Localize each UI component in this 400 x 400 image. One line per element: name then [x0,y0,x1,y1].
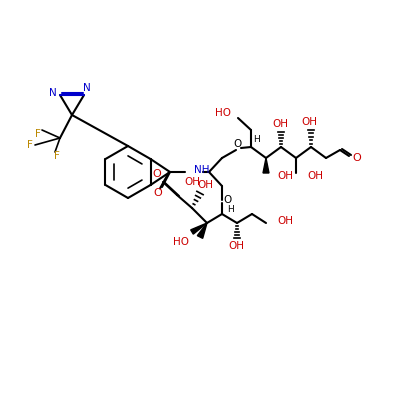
Text: F: F [27,140,33,150]
Text: F: F [35,129,41,139]
Text: O: O [234,139,242,149]
Text: O: O [353,153,361,163]
Text: NH: NH [194,165,210,175]
Text: OH: OH [277,216,293,226]
Text: OH: OH [272,119,288,129]
Text: OH: OH [307,171,323,181]
Text: OH: OH [277,171,293,181]
Text: OH: OH [228,241,244,251]
Text: H: H [227,206,233,214]
Polygon shape [197,223,207,238]
Text: O: O [224,195,232,205]
Text: N: N [83,83,91,93]
Text: O: O [154,188,162,198]
Text: HO: HO [173,237,189,247]
Polygon shape [191,223,207,234]
Text: O: O [153,169,161,179]
Text: F: F [54,151,60,161]
Polygon shape [263,158,269,173]
Text: N: N [49,88,57,98]
Text: OH: OH [197,180,213,190]
Text: OH: OH [184,177,200,187]
Text: HO: HO [215,108,231,118]
Text: H: H [253,136,259,144]
Text: OH: OH [301,117,317,127]
